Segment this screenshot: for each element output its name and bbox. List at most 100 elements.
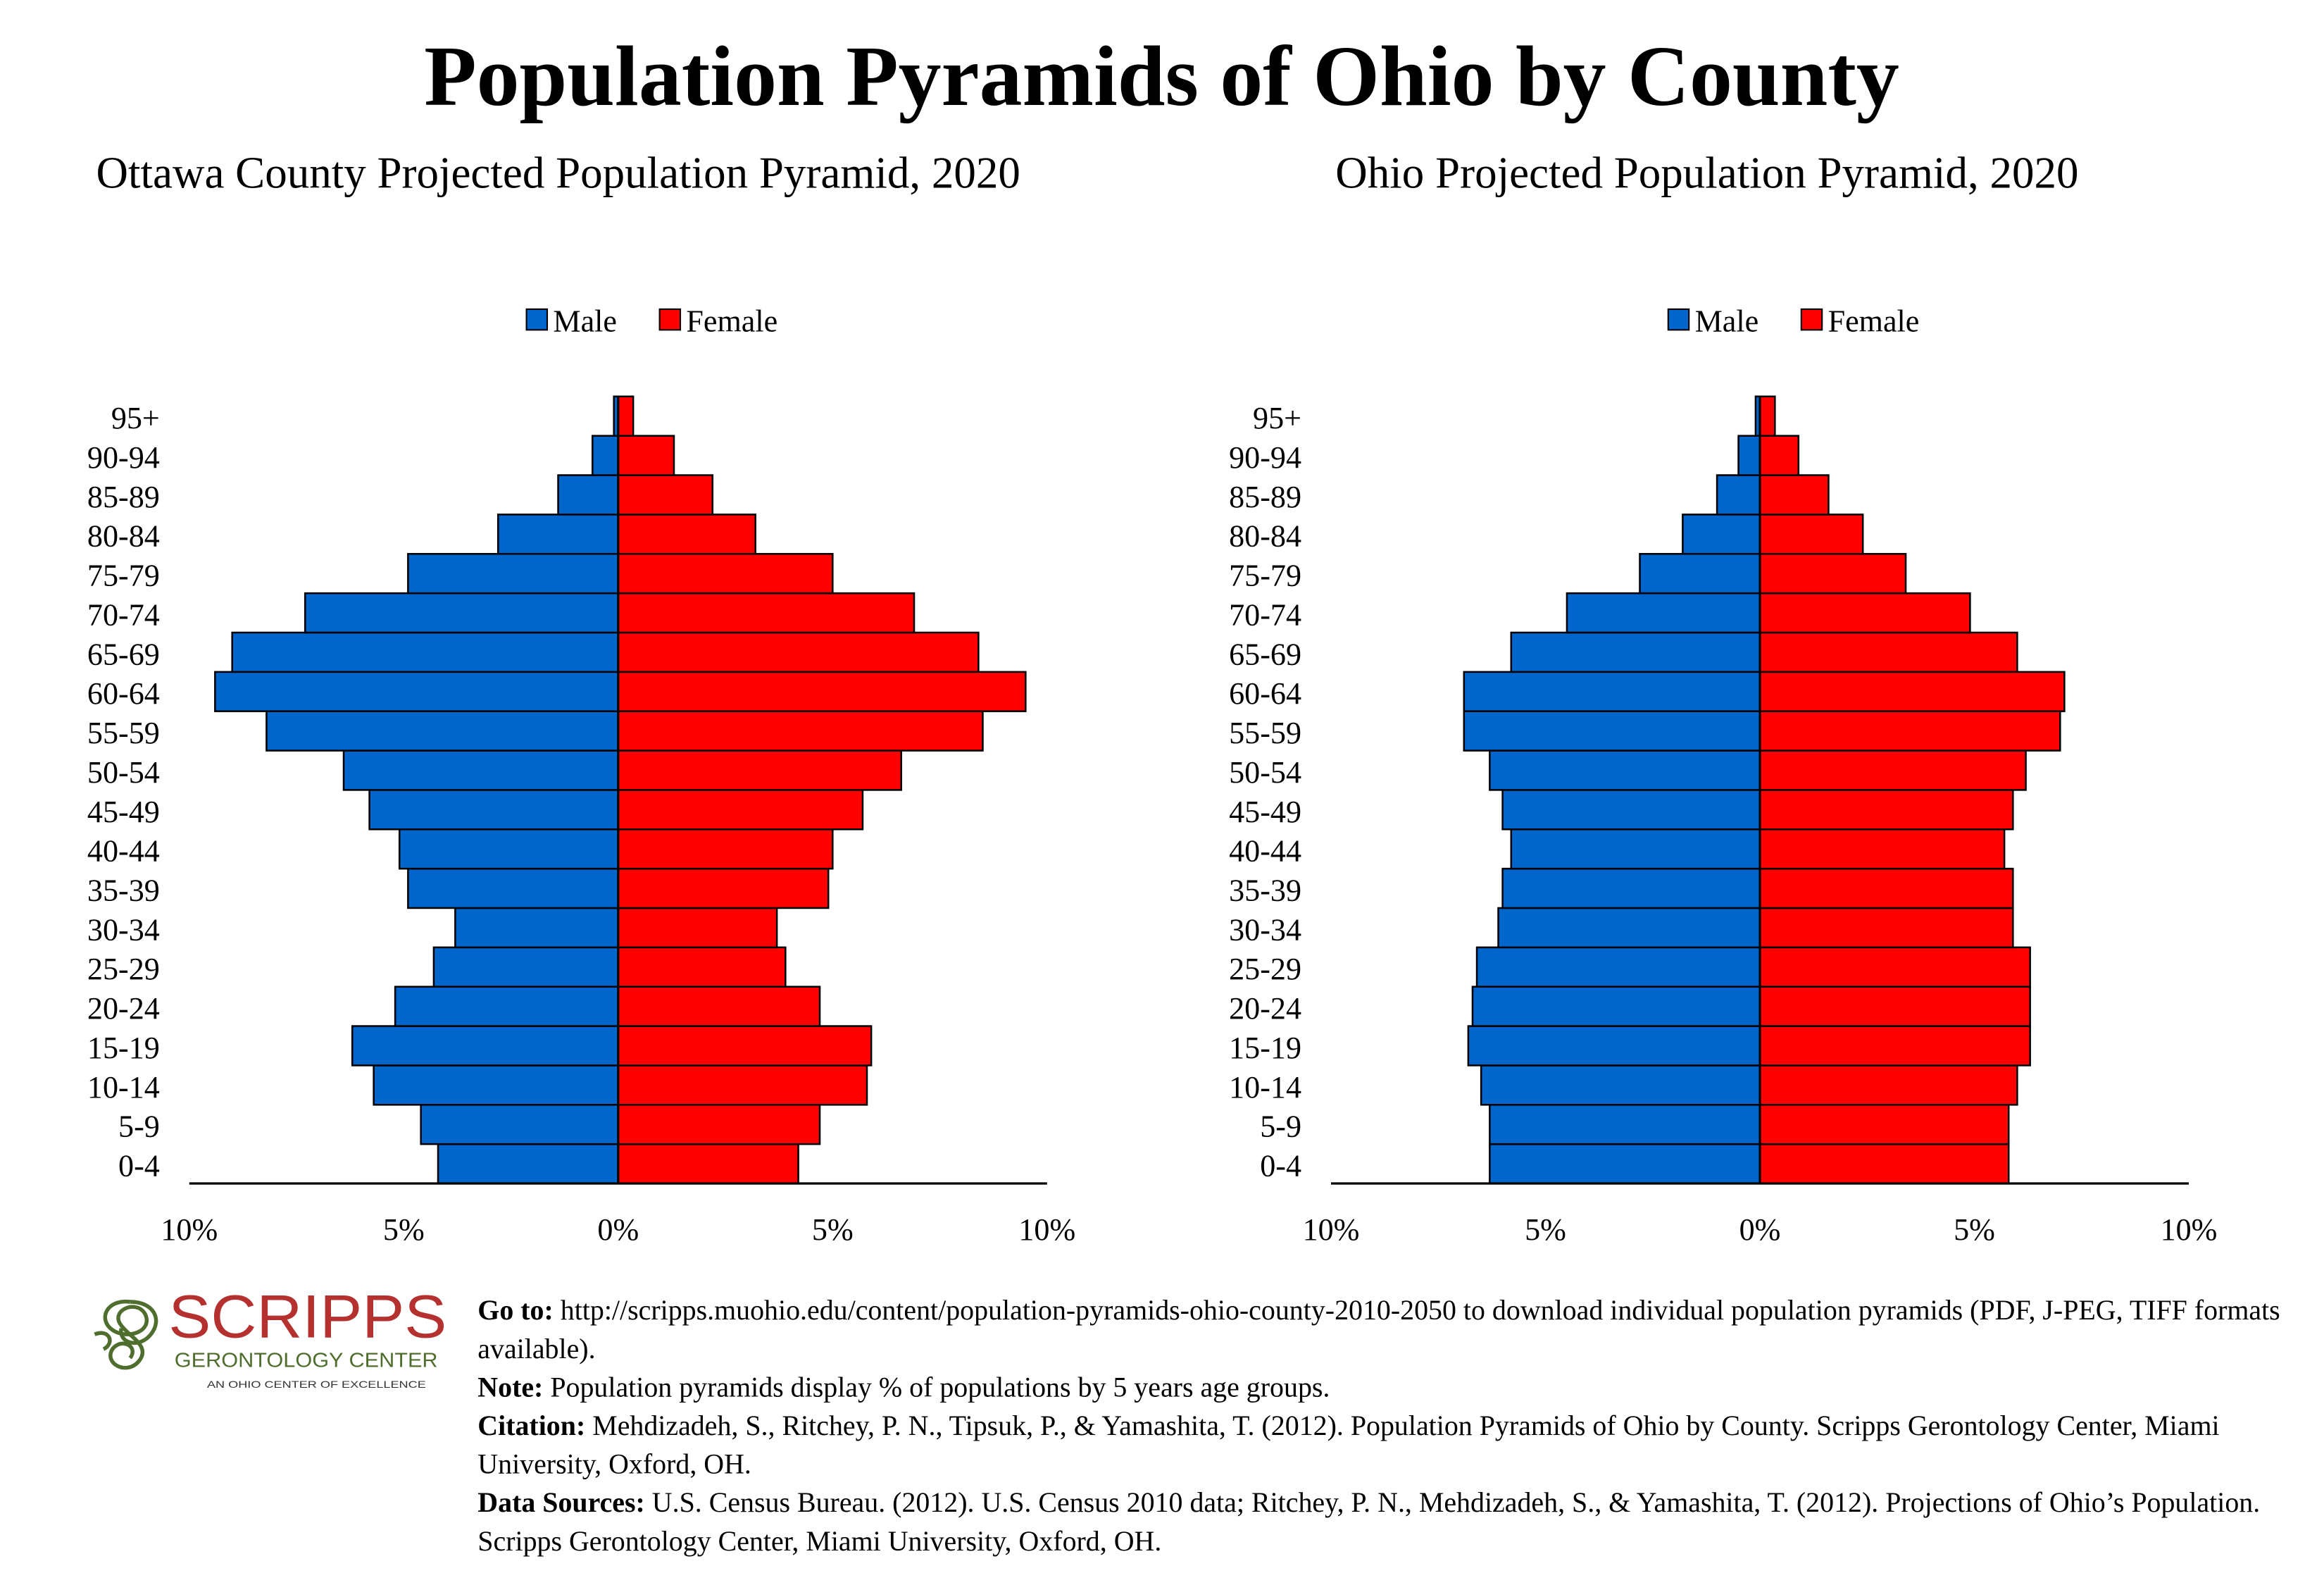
age-group-label: 5-9	[1260, 1110, 1301, 1144]
age-group-label: 75-79	[87, 559, 160, 593]
bar-male	[368, 789, 620, 831]
note-text: Population pyramids display % of populat…	[543, 1372, 1330, 1404]
bar-male	[351, 1025, 620, 1067]
age-group-label: 85-89	[87, 480, 160, 514]
bar-female	[1758, 789, 2014, 831]
goto-note: Go to: http://scripps.muohio.edu/content…	[477, 1293, 2306, 1369]
bar-female	[617, 395, 635, 437]
x-tick-label: 10%	[1018, 1212, 1075, 1247]
sources-text: U.S. Census Bureau. (2012). U.S. Census …	[477, 1488, 2261, 1558]
bar-female	[1758, 867, 2014, 909]
x-tick-label: 5%	[383, 1212, 425, 1247]
age-group-label: 50-54	[87, 755, 160, 790]
bar-female	[617, 710, 984, 752]
bar-female	[1758, 986, 2031, 1027]
bar-female	[1758, 474, 1830, 516]
bar-male	[1463, 710, 1761, 752]
age-group-label: 40-44	[87, 834, 160, 869]
bar-male	[1510, 828, 1761, 870]
x-tick-label: 10%	[2161, 1212, 2218, 1247]
bar-female	[1758, 592, 1971, 634]
age-group-label: 0-4	[118, 1149, 160, 1183]
legend-female-swatch	[658, 308, 682, 331]
bar-female	[1758, 671, 2066, 712]
bar-female	[1758, 946, 2031, 988]
bar-female	[617, 907, 778, 949]
bar-male	[1501, 789, 1761, 831]
bar-female	[1758, 1025, 2031, 1067]
age-group-label: 65-69	[1229, 637, 1301, 671]
bar-male	[1489, 1104, 1761, 1145]
age-group-label: 5-9	[118, 1110, 160, 1144]
age-group-label: 30-34	[87, 912, 160, 947]
x-tick-label: 0%	[1739, 1212, 1781, 1247]
bar-female	[617, 631, 980, 673]
chart-title: Ottawa County Projected Population Pyram…	[96, 149, 1020, 199]
bar-female	[617, 435, 675, 476]
age-group-label: 15-19	[87, 1031, 160, 1065]
age-group-label: 45-49	[1229, 795, 1301, 829]
bar-female	[617, 1143, 799, 1185]
age-group-label: 70-74	[87, 597, 160, 632]
logo-tagline: AN OHIO CENTER OF EXCELLENCE	[207, 1379, 426, 1390]
bar-female	[1758, 1143, 2010, 1185]
ohio-panel: Ohio Projected Population Pyramid, 2020 …	[1142, 0, 2295, 1287]
legend-male-label: Male	[1695, 304, 1759, 338]
bar-female	[1758, 710, 2061, 752]
age-group-label: 35-39	[87, 873, 160, 907]
data-sources: Data Sources: U.S. Census Bureau. (2012)…	[477, 1485, 2306, 1562]
bar-male	[304, 592, 620, 634]
bar-female	[617, 671, 1027, 712]
bar-female	[1758, 514, 1864, 555]
bar-female	[617, 552, 834, 595]
x-tick-label: 0%	[597, 1212, 639, 1247]
bar-male	[1471, 986, 1761, 1027]
bar-female	[617, 1104, 821, 1145]
x-tick-label: 5%	[812, 1212, 854, 1247]
bar-female	[1758, 828, 2006, 870]
age-group-label: 55-59	[87, 716, 160, 750]
age-group-label: 65-69	[87, 637, 160, 671]
bar-female	[617, 946, 787, 988]
age-group-label: 75-79	[1229, 559, 1301, 593]
bar-female	[1758, 631, 2018, 673]
bar-male	[1510, 631, 1761, 673]
chart-title: Ohio Projected Population Pyramid, 2020	[1335, 149, 2079, 199]
age-group-label: 50-54	[1229, 755, 1301, 790]
age-group-label: 20-24	[87, 991, 160, 1026]
bar-female	[1758, 552, 1907, 595]
x-tick-label: 10%	[161, 1212, 218, 1247]
age-group-label: 10-14	[87, 1070, 160, 1105]
age-group-label: 25-29	[87, 952, 160, 986]
bar-male	[1497, 907, 1761, 949]
bar-female	[1758, 750, 2027, 791]
bar-male	[373, 1064, 620, 1106]
age-group-label: 60-64	[1229, 676, 1301, 711]
logo-subtitle: GERONTOLOGY CENTER	[175, 1349, 438, 1372]
bar-female	[1758, 907, 2014, 949]
bar-male	[454, 907, 620, 949]
legend-male-swatch	[1667, 308, 1690, 331]
bar-male	[497, 514, 620, 555]
bar-female	[1758, 435, 1800, 476]
page-title: Population Pyramids of Ohio by County	[424, 27, 1899, 125]
citation-label: Citation:	[477, 1411, 586, 1443]
age-group-label: 90-94	[87, 440, 160, 475]
age-group-label: 25-29	[1229, 952, 1301, 986]
ottawa-county-panel: Ottawa County Projected Population Pyram…	[0, 0, 1154, 1287]
bar-female	[617, 474, 714, 516]
bar-male	[407, 867, 620, 909]
scripps-swirl-icon	[94, 1299, 158, 1370]
bar-male	[1639, 552, 1761, 595]
age-group-label: 80-84	[87, 519, 160, 554]
age-group-label: 55-59	[1229, 716, 1301, 750]
x-tick-label: 5%	[1954, 1212, 1995, 1247]
bar-male	[1467, 1025, 1761, 1067]
ohio-pyramid-chart: Male Female 0-4 5-9 10-14 15-19 20-24 25-29 30-3…	[1229, 304, 2218, 1247]
bar-male	[1682, 514, 1761, 555]
bar-male	[407, 552, 620, 595]
bar-female	[1758, 395, 1776, 437]
legend-female-label: Female	[1828, 304, 1920, 338]
legend-female-label: Female	[686, 304, 777, 338]
